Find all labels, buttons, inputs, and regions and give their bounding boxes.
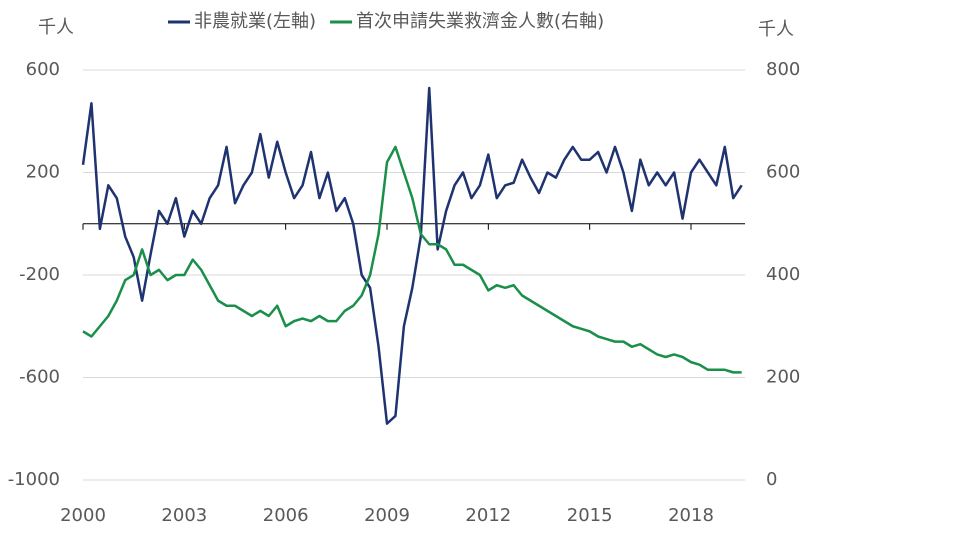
x-tick-label: 2006 xyxy=(263,505,309,526)
y2-tick-label: 800 xyxy=(766,59,800,80)
y2-tick-label: 400 xyxy=(766,264,800,285)
y2-tick-label: 0 xyxy=(766,469,777,490)
y2-tick-label: 200 xyxy=(766,367,800,388)
y2-tick-label: 600 xyxy=(766,162,800,183)
legend-label: 首次申請失業救濟金人數(右軸) xyxy=(356,11,604,32)
y-tick-label: -1000 xyxy=(8,469,60,490)
y-tick-label: 600 xyxy=(26,59,60,80)
y-tick-label: -600 xyxy=(19,367,60,388)
x-tick-label: 2003 xyxy=(161,505,207,526)
y-tick-label: -200 xyxy=(19,264,60,285)
y2-axis-unit: 千人 xyxy=(758,19,794,40)
data-line xyxy=(81,86,743,425)
x-tick-label: 2009 xyxy=(364,505,410,526)
x-tick-label: 2015 xyxy=(567,505,613,526)
x-tick-label: 2018 xyxy=(668,505,714,526)
x-tick-label: 2012 xyxy=(465,505,511,526)
y-axis-unit: 千人 xyxy=(38,17,74,38)
y-tick-label: 200 xyxy=(26,162,60,183)
x-tick-label: 2000 xyxy=(60,505,106,526)
data-line xyxy=(82,145,742,374)
legend-label: 非農就業(左軸) xyxy=(194,11,316,32)
